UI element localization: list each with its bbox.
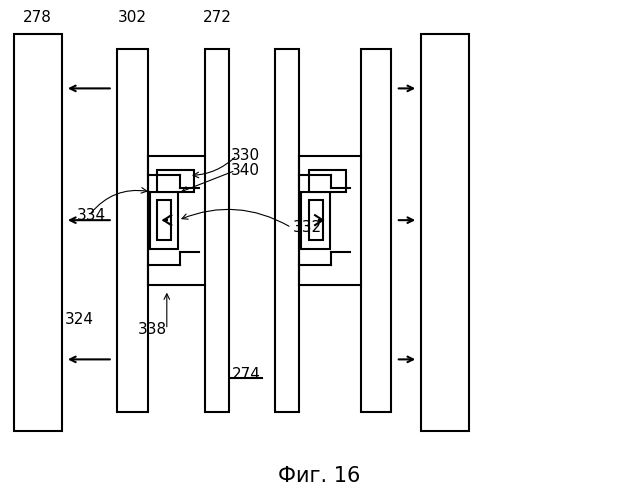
Bar — [309, 170, 346, 192]
Bar — [14, 34, 62, 432]
Text: 272: 272 — [203, 10, 231, 26]
Text: 330: 330 — [231, 148, 259, 163]
Bar — [361, 48, 392, 412]
Bar — [275, 48, 299, 412]
Bar — [301, 192, 330, 248]
Text: 302: 302 — [118, 10, 147, 26]
Text: 332: 332 — [293, 220, 322, 235]
Text: 340: 340 — [231, 163, 259, 178]
Text: Фиг. 16: Фиг. 16 — [279, 466, 360, 486]
Text: 324: 324 — [65, 312, 94, 327]
Bar — [309, 200, 323, 240]
Text: 338: 338 — [138, 322, 167, 337]
Bar — [150, 192, 178, 248]
Bar — [205, 48, 229, 412]
Text: 334: 334 — [77, 208, 105, 222]
Text: 278: 278 — [23, 10, 52, 26]
Bar — [157, 170, 194, 192]
Text: 274: 274 — [232, 367, 261, 382]
Bar — [421, 34, 469, 432]
Bar — [117, 48, 148, 412]
Bar — [157, 200, 171, 240]
